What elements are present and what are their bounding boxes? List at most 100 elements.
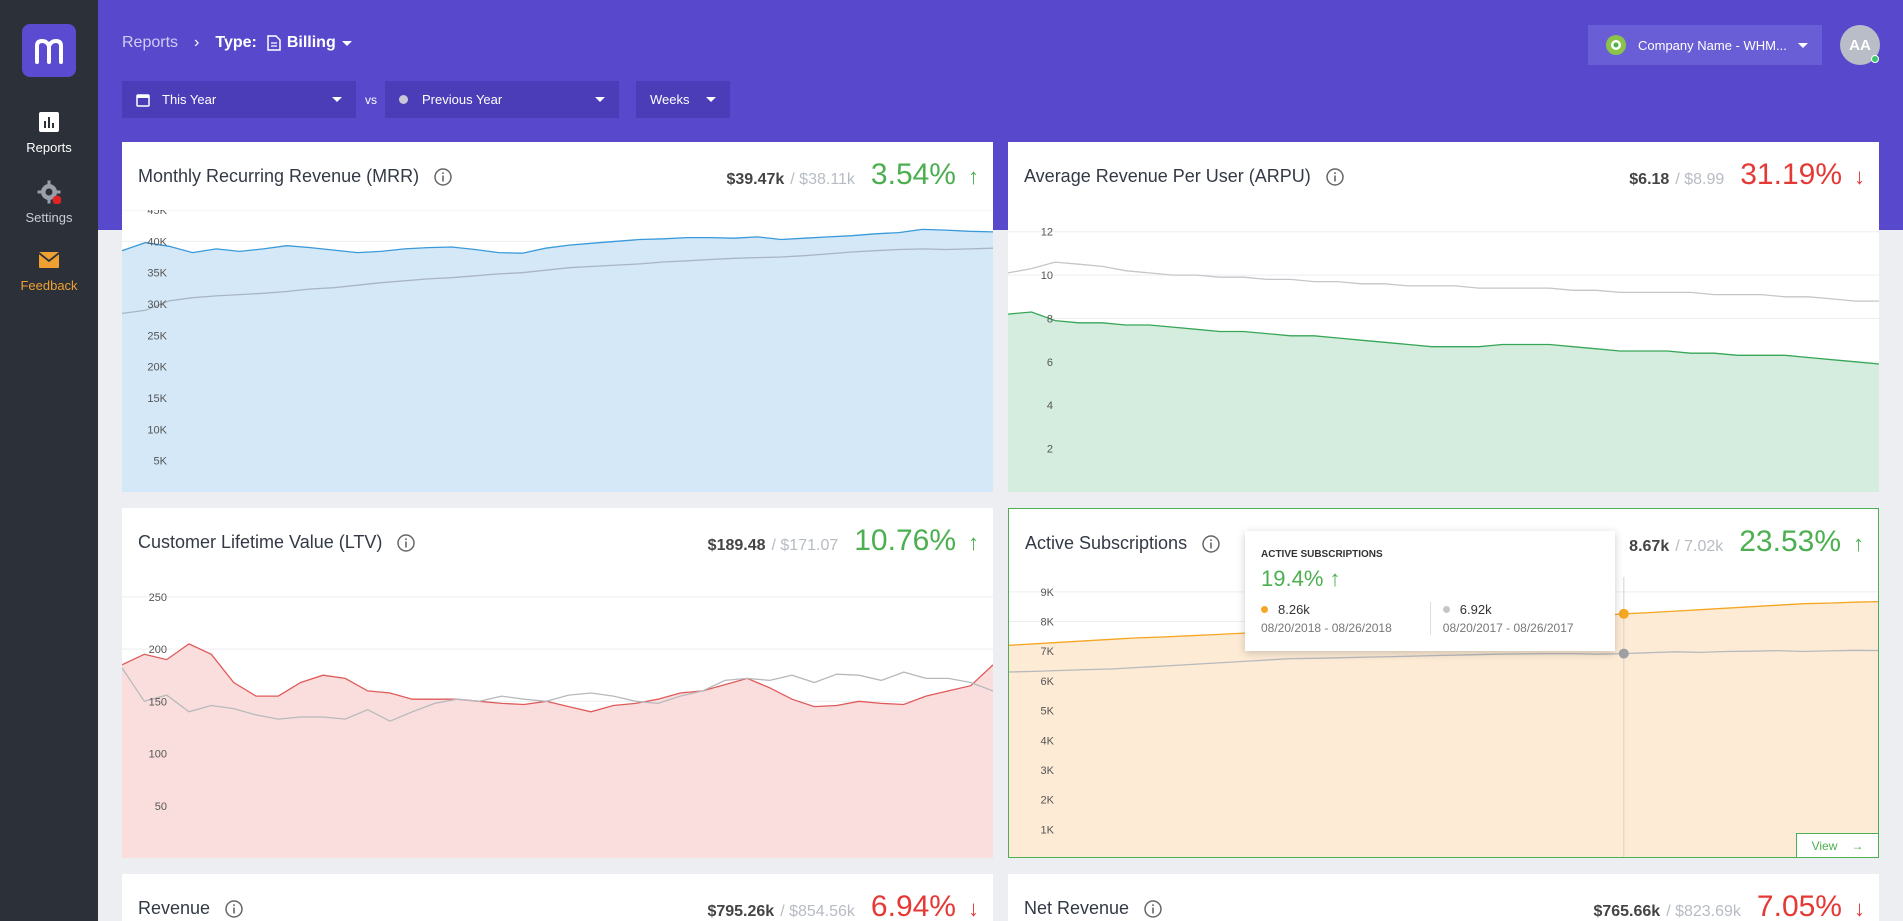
y-tick-label: 20K [147, 362, 167, 374]
y-tick-label: 25K [147, 330, 167, 342]
arpu-card[interactable]: Average Revenue Per User (ARPU) $6.18 / … [1008, 142, 1879, 492]
y-tick-label: 40K [147, 236, 167, 248]
granularity-dropdown[interactable]: Weeks [636, 81, 730, 118]
y-tick-label: 4 [1047, 400, 1053, 412]
ltv-card[interactable]: Customer Lifetime Value (LTV) $189.48 / … [122, 508, 993, 858]
change-percent: 23.53% [1739, 525, 1841, 558]
online-status-dot [1871, 55, 1879, 63]
current-series-dot-icon [1261, 606, 1268, 613]
chevron-down-icon [341, 40, 352, 46]
company-selector[interactable]: Company Name - WHM... [1588, 25, 1822, 65]
series-line [122, 643, 993, 713]
y-tick-label: 10 [1041, 270, 1053, 282]
sidebar-item-label: Reports [26, 140, 72, 155]
arrow-right-icon: → [1851, 838, 1864, 853]
y-tick-label: 8K [1041, 617, 1055, 629]
y-tick-label: 6K [1041, 676, 1055, 688]
current-value: $6.18 [1629, 171, 1670, 188]
sidebar-item-reports[interactable]: Reports [0, 110, 98, 155]
series-line [1008, 261, 1879, 302]
sidebar-item-feedback[interactable]: Feedback [0, 248, 98, 293]
arpu-chart: 12 10 8 6 4 2 [1008, 227, 1879, 492]
view-button[interactable]: View → [1796, 833, 1878, 857]
compare-dot-icon [399, 95, 408, 104]
tooltip-current-range: 08/20/2018 - 08/26/2018 [1261, 621, 1392, 635]
arrow-down-icon: ↓ [1854, 896, 1865, 921]
company-logo-icon [1606, 35, 1626, 55]
vs-label: vs [365, 93, 377, 107]
series-line [122, 247, 993, 315]
y-tick-label: 100 [149, 749, 167, 761]
previous-value: / $8.99 [1675, 171, 1725, 188]
compare-dropdown[interactable]: Previous Year [385, 81, 619, 118]
company-name: Company Name - WHM... [1638, 37, 1787, 53]
previous-value: / 7.02k [1675, 538, 1724, 555]
card-stats: $795.26k / $854.56k 6.94% ↓ [707, 890, 979, 921]
period-dropdown[interactable]: This Year [122, 81, 356, 118]
arrow-up-icon: ↑ [968, 530, 979, 555]
change-percent: 6.94% [870, 890, 956, 921]
y-tick-label: 7K [1041, 646, 1055, 658]
y-tick-label: 15K [147, 393, 167, 405]
y-tick-label: 35K [147, 268, 167, 280]
previous-value: / $854.56k [780, 903, 855, 920]
current-value: $189.48 [707, 537, 766, 554]
y-tick-label: 1K [1041, 824, 1055, 836]
previous-value: / $823.69k [1666, 903, 1741, 920]
series-area [122, 229, 993, 492]
previous-series-dot-icon [1442, 606, 1450, 613]
card-title-text: Average Revenue Per User (ARPU) [1024, 166, 1311, 186]
card-title: Revenue [138, 898, 244, 919]
info-icon[interactable] [1201, 534, 1221, 554]
y-tick-label: 45K [147, 210, 167, 217]
chevron-down-icon [706, 97, 716, 102]
app-logo[interactable] [22, 24, 76, 77]
y-tick-label: 5K [1041, 706, 1055, 718]
sidebar-item-label: Settings [25, 210, 73, 225]
info-icon[interactable] [433, 167, 453, 187]
ltv-chart: 250 200 150 100 50 [122, 592, 993, 858]
info-icon[interactable] [224, 899, 244, 919]
y-tick-label: 30K [147, 299, 167, 311]
tooltip-previous-value: 6.92k [1459, 602, 1492, 617]
change-percent: 7.05% [1756, 890, 1842, 921]
revenue-card[interactable]: Revenue $795.26k / $854.56k 6.94% ↓ [122, 874, 993, 921]
mrr-card[interactable]: Monthly Recurring Revenue (MRR) $39.47k … [122, 142, 993, 492]
granularity-value: Weeks [650, 92, 690, 107]
info-icon[interactable] [396, 533, 416, 553]
series-area [122, 643, 993, 858]
bar-chart-icon [39, 112, 59, 132]
info-icon[interactable] [1325, 167, 1345, 187]
hover-point-previous [1618, 648, 1629, 659]
tooltip-percent: 19.4% ↑ [1261, 566, 1341, 591]
y-tick-label: 250 [149, 592, 167, 604]
series-area [1009, 601, 1878, 857]
info-icon[interactable] [1143, 899, 1163, 919]
sidebar-item-settings[interactable]: Settings [0, 180, 98, 225]
arrow-up-icon: ↑ [968, 164, 979, 189]
net-revenue-card[interactable]: Net Revenue $765.66k / $823.69k 7.05% ↓ [1008, 874, 1879, 921]
tooltip-current-value: 8.26k [1278, 602, 1310, 617]
card-stats: $189.48 / $171.07 10.76% ↑ [708, 524, 979, 558]
active-subscriptions-chart: 9K 8K 7K 6K 5K 4K 3K 2K 1K [1009, 577, 1878, 857]
envelope-icon [38, 252, 60, 268]
current-value: $795.26k [707, 903, 775, 920]
change-percent: 31.19% [1740, 158, 1842, 191]
y-tick-label: 150 [149, 696, 167, 708]
series-line [1008, 311, 1879, 365]
mrr-chart: 45K 40K 35K 30K 25K 20K 15K 10K 5K [122, 210, 993, 492]
type-dropdown[interactable]: Billing [267, 34, 352, 52]
card-title-text: Revenue [138, 898, 211, 918]
y-tick-label: 8 [1047, 313, 1053, 325]
previous-value: / $171.07 [771, 537, 839, 554]
compare-value: Previous Year [422, 92, 503, 107]
card-title: Customer Lifetime Value (LTV) [138, 532, 416, 553]
breadcrumb: Reports › Type: Billing [122, 34, 352, 52]
current-value: $39.47k [726, 171, 785, 188]
breadcrumb-reports-link[interactable]: Reports [122, 34, 179, 51]
tooltip-title: ACTIVE SUBSCRIPTIONS [1261, 549, 1383, 560]
user-avatar[interactable]: AA [1840, 25, 1880, 65]
calendar-icon [136, 93, 150, 107]
y-tick-label: 50 [155, 801, 167, 813]
card-title: Net Revenue [1024, 898, 1163, 919]
